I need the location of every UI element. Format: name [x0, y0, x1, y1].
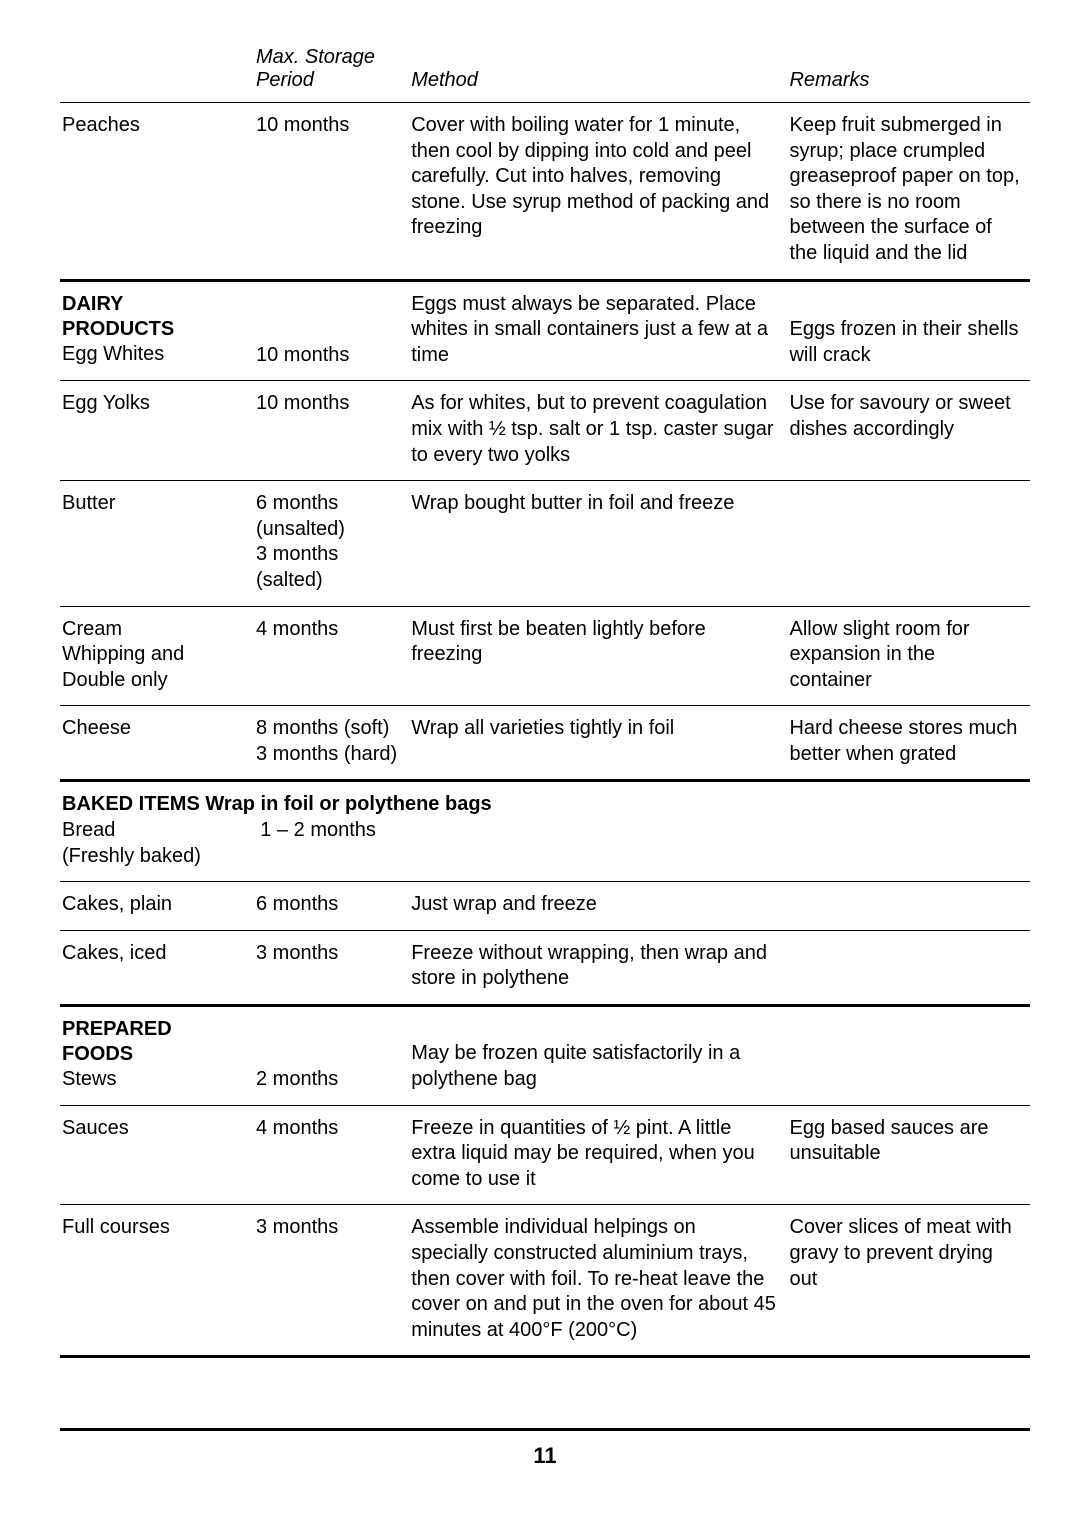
- cell-method: [414, 818, 788, 869]
- cell-method: Freeze in quantities of ½ pint. A little…: [409, 1105, 787, 1205]
- cell-period: 1 – 2 months: [260, 818, 413, 869]
- cell-remarks: Cover slices of meat with gravy to preve…: [787, 1205, 1030, 1357]
- cell-period: 3 months: [254, 1205, 409, 1357]
- cell-period: 4 months: [254, 606, 409, 706]
- cell-remarks: [787, 1006, 1030, 1106]
- row-stews: PREPAREDFOODS Stews 2 months May be froz…: [60, 1006, 1030, 1106]
- storage-table: Max. Storage Period Method Remarks Peach…: [60, 40, 1030, 1358]
- cell-period: 6 months(unsalted)3 months(salted): [254, 481, 409, 606]
- cell-period: 8 months (soft)3 months (hard): [254, 706, 409, 781]
- dairy-section-title: DAIRYPRODUCTS: [62, 292, 244, 342]
- row-bread: BAKED ITEMS Wrap in foil or polythene ba…: [60, 781, 1030, 882]
- row-cheese: Cheese 8 months (soft)3 months (hard) Wr…: [60, 706, 1030, 781]
- cell-name: Cheese: [62, 717, 131, 739]
- cell-name: Sauces: [62, 1117, 129, 1139]
- cell-name: Stews: [62, 1068, 116, 1090]
- cell-method: Freeze without wrapping, then wrap and s…: [409, 930, 787, 1005]
- cell-name: Bread(Freshly baked): [62, 818, 260, 869]
- cell-period: 6 months: [254, 882, 409, 931]
- cell-method: Cover with boiling water for 1 minute, t…: [409, 103, 787, 281]
- prepared-section-title: PREPAREDFOODS: [62, 1017, 244, 1067]
- cell-period: 10 months: [254, 381, 409, 481]
- cell-period: 4 months: [254, 1105, 409, 1205]
- col-period-l1: Max. Storage: [256, 46, 399, 69]
- cell-period: 10 months: [254, 103, 409, 281]
- header-row: Max. Storage Period Method Remarks: [60, 40, 1030, 103]
- row-cakes-plain: Cakes, plain 6 months Just wrap and free…: [60, 882, 1030, 931]
- cell-remarks: [787, 930, 1030, 1005]
- cell-method: Wrap bought butter in foil and freeze: [409, 481, 787, 606]
- row-peaches: Peaches 10 months Cover with boiling wat…: [60, 103, 1030, 281]
- cell-method: May be frozen quite satisfactorily in a …: [409, 1006, 787, 1106]
- cell-remarks: Eggs frozen in their shells will crack: [787, 280, 1030, 381]
- cell-name: Cakes, plain: [62, 893, 172, 915]
- cell-remarks: Egg based sauces are unsuitable: [787, 1105, 1030, 1205]
- cell-name: CreamWhipping andDouble only: [60, 606, 254, 706]
- page: Max. Storage Period Method Remarks Peach…: [0, 0, 1080, 1533]
- col-period: Max. Storage Period: [254, 40, 409, 103]
- cell-remarks: [787, 481, 1030, 606]
- footer-rule: [60, 1428, 1030, 1431]
- col-item: [60, 40, 254, 103]
- col-period-l2: Period: [256, 69, 399, 92]
- baked-heading: BAKED ITEMS Wrap in foil or polythene ba…: [62, 793, 492, 815]
- row-egg-whites: DAIRYPRODUCTS Egg Whites 10 months Eggs …: [60, 280, 1030, 381]
- cell-name: Full courses: [62, 1216, 170, 1238]
- cell-remarks: Keep fruit submerged in syrup; place cru…: [787, 103, 1030, 281]
- row-cream: CreamWhipping andDouble only 4 months Mu…: [60, 606, 1030, 706]
- cell-method: Must first be beaten lightly before free…: [409, 606, 787, 706]
- cell-period: 2 months: [254, 1006, 409, 1106]
- row-sauces: Sauces 4 months Freeze in quantities of …: [60, 1105, 1030, 1205]
- page-number: 11: [60, 1443, 1030, 1469]
- col-remarks: Remarks: [787, 40, 1030, 103]
- row-cakes-iced: Cakes, iced 3 months Freeze without wrap…: [60, 930, 1030, 1005]
- cell-method: As for whites, but to prevent coagulatio…: [409, 381, 787, 481]
- row-full-courses: Full courses 3 months Assemble individua…: [60, 1205, 1030, 1357]
- cell-name: Butter: [62, 492, 115, 514]
- cell-name: Egg Whites: [62, 343, 164, 365]
- col-method: Method: [409, 40, 787, 103]
- cell-remarks: Hard cheese stores much better when grat…: [787, 706, 1030, 781]
- cell-name: Egg Yolks: [62, 392, 150, 414]
- row-egg-yolks: Egg Yolks 10 months As for whites, but t…: [60, 381, 1030, 481]
- cell-period: 10 months: [254, 280, 409, 381]
- cell-method: Just wrap and freeze: [409, 882, 787, 931]
- cell-name: Peaches: [62, 114, 140, 136]
- cell-remarks: Use for savoury or sweet dishes accordin…: [787, 381, 1030, 481]
- cell-name: Cakes, iced: [62, 942, 167, 964]
- cell-method: Assemble individual helpings on speciall…: [409, 1205, 787, 1357]
- cell-period: 3 months: [254, 930, 409, 1005]
- cell-remarks: Allow slight room for expansion in the c…: [787, 606, 1030, 706]
- cell-remarks: [787, 882, 1030, 931]
- cell-method: Eggs must always be separated. Place whi…: [409, 280, 787, 381]
- cell-method: Wrap all varieties tightly in foil: [409, 706, 787, 781]
- row-butter: Butter 6 months(unsalted)3 months(salted…: [60, 481, 1030, 606]
